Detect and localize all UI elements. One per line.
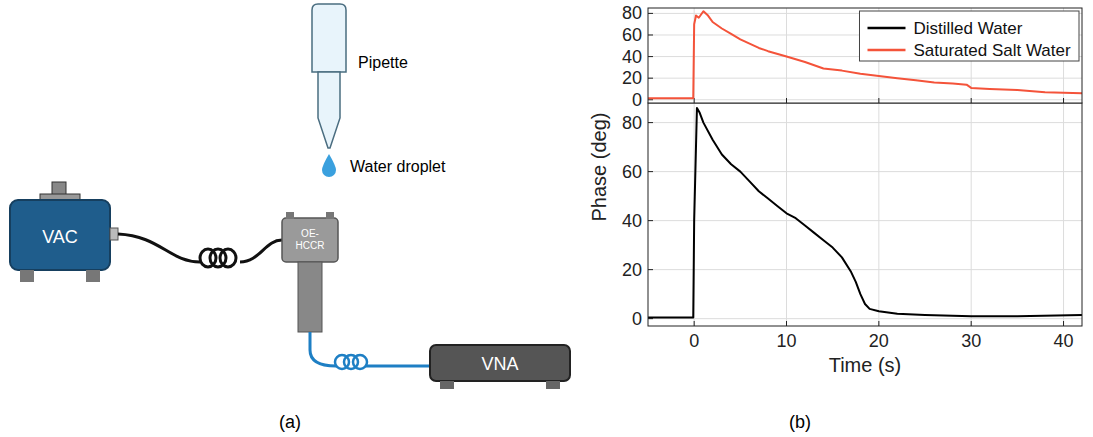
pump-foot: [20, 270, 34, 282]
tick-label: 60: [622, 162, 642, 182]
legend: Distilled Water Saturated Salt Water: [859, 11, 1079, 61]
panel-label: (b): [789, 412, 811, 432]
tick: [971, 321, 972, 326]
node-label: Pipette: [358, 54, 408, 71]
tick-label: 40: [622, 211, 642, 231]
node-label: VAC: [42, 227, 78, 247]
grid-line: [648, 122, 1082, 123]
diagram: VAC OE-HCCR VNA Pipette Water droplet (a): [10, 4, 570, 432]
series-group: [648, 108, 1082, 318]
axis-title: Phase (deg): [588, 113, 610, 222]
legend-swatch: [867, 49, 905, 52]
grid-line: [971, 103, 972, 326]
probe-handle: [298, 262, 322, 332]
tick-label: 80: [622, 113, 642, 133]
tick: [648, 56, 653, 57]
hose-coil: [220, 249, 236, 267]
tick: [786, 321, 787, 326]
probe-head: [282, 218, 338, 262]
tick: [878, 98, 879, 103]
probe-tab: [326, 212, 334, 219]
grid-line: [648, 99, 1082, 100]
cable-coil: [353, 355, 367, 369]
series-line: [648, 108, 1082, 318]
tick: [648, 34, 653, 35]
vna-foot: [546, 381, 560, 389]
tick-label: 0: [632, 309, 642, 329]
legend-label: Saturated Salt Water: [913, 41, 1071, 60]
series-group: [648, 11, 1082, 98]
tick-label: 10: [776, 331, 796, 351]
legend-swatch: [867, 27, 905, 30]
legend-label: Distilled Water: [913, 19, 1022, 38]
pump-port: [110, 228, 118, 240]
vna-foot: [440, 381, 454, 389]
tick-label: 20: [869, 331, 889, 351]
grid-line: [648, 171, 1082, 172]
tick-label: 0: [632, 90, 642, 110]
pipette-bulb: [312, 4, 346, 72]
panel: 0 20 40 60 80: [622, 103, 1082, 329]
tick: [786, 98, 787, 103]
coax-cable: [310, 332, 430, 366]
grid-line: [648, 269, 1082, 270]
figure: VACOE-HCCRVNAPipetteWater droplet(a)0204…: [0, 0, 1093, 437]
grid-line: [878, 103, 879, 326]
tick: [648, 13, 653, 14]
tick: [694, 321, 695, 326]
water-droplet: [322, 154, 336, 177]
panel: 020406080: [622, 3, 1082, 109]
plot-frame: [648, 103, 1082, 326]
plot-frame: [648, 8, 1082, 103]
tick: [648, 269, 653, 270]
tick-label: 20: [622, 260, 642, 280]
probe-tab: [286, 212, 294, 219]
legend-box: [859, 11, 1079, 61]
tick: [648, 99, 653, 100]
tick: [971, 98, 972, 103]
plot-bg: [648, 8, 1082, 103]
tick-label: 60: [622, 25, 642, 45]
tick: [648, 220, 653, 221]
pump-foot: [86, 270, 100, 282]
node-label: Water droplet: [350, 158, 446, 175]
tick: [648, 122, 653, 123]
axis-title: Time (s): [829, 354, 902, 376]
tick-label: 80: [622, 3, 642, 23]
pipette-tip: [318, 72, 340, 148]
series-line: [648, 11, 1082, 98]
chart: 020406080020406080010203040Time (s)Phase…: [588, 3, 1082, 432]
plot-bg: [648, 103, 1082, 326]
tick: [1063, 321, 1064, 326]
tick: [1063, 98, 1064, 103]
node-label: OE-: [301, 228, 319, 239]
node-label: VNA: [481, 354, 518, 374]
tick: [648, 78, 653, 79]
grid-line: [1063, 103, 1064, 326]
node-label: HCCR: [296, 240, 325, 251]
grid-line: [648, 318, 1082, 319]
vac-box: [10, 200, 110, 270]
grid-line: [648, 78, 1082, 79]
tick: [648, 171, 653, 172]
tick-label: 20: [622, 68, 642, 88]
tick: [878, 321, 879, 326]
tick-label: 40: [622, 47, 642, 67]
vna-box: [430, 345, 570, 381]
tick-label: 40: [1054, 331, 1074, 351]
tick-label: 30: [961, 331, 981, 351]
panel-label: (a): [279, 412, 301, 432]
grid-line: [648, 220, 1082, 221]
tick-label: 0: [689, 331, 699, 351]
